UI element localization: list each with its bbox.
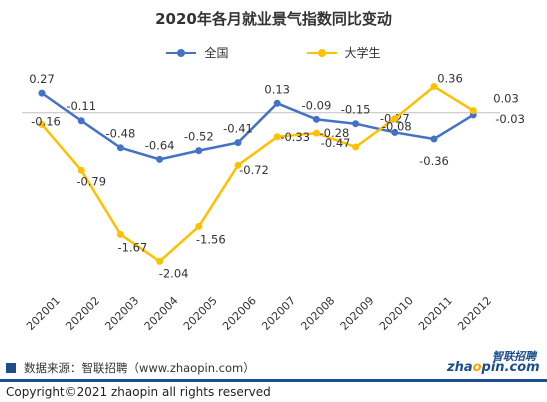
legend-label-national: 全国 [204,46,229,60]
zhaopin-logo: 智联招聘 zhaopin.com [445,350,540,376]
data-point-graduates [77,166,85,174]
x-tick-label: 202001 [24,294,63,333]
chart-legend: 全国 大学生 [0,44,547,61]
data-point-graduates [116,230,124,238]
series-line-national [41,92,474,161]
series-line-graduates [41,85,474,263]
data-point-national [234,139,242,147]
data-point-national [391,128,399,136]
data-point-graduates [391,115,399,123]
x-tick-label: 202010 [377,294,416,333]
data-label-graduates: 0.36 [437,72,463,86]
data-point-graduates [38,120,46,128]
chart-title: 2020年各月就业景气指数同比变动 [155,10,392,28]
source-text: 数据来源：智联招聘（www.zhaopin.com） [24,361,255,375]
data-label-graduates: -0.28 [320,126,350,140]
x-tick-label: 202005 [181,294,220,333]
data-label-graduates: -0.79 [76,174,106,188]
data-label-national: -0.48 [106,127,136,141]
data-point-national [156,155,164,163]
data-label-graduates: -0.08 [382,120,412,134]
data-point-national [116,144,124,152]
data-label-national: -0.11 [66,99,96,113]
data-label-national: -0.64 [145,138,175,152]
data-source: 数据来源：智联招聘（www.zhaopin.com） [6,360,255,376]
data-label-graduates: -1.56 [196,232,226,246]
data-label-graduates: -1.67 [118,240,148,254]
source-marker-icon [6,363,16,373]
data-point-graduates [156,257,164,265]
data-label-graduates: -0.33 [280,130,310,144]
x-tick-label: 202008 [298,294,337,333]
legend-label-graduates: 大学生 [344,46,381,60]
copyright-text: Copyright©2021 zhaopin all rights reserv… [6,385,271,399]
data-point-graduates [273,133,281,141]
data-label-graduates: 0.03 [493,92,519,106]
data-point-national [38,89,46,97]
data-label-graduates: -0.72 [239,163,269,177]
data-point-graduates [234,161,242,169]
logo-en-text: zhaopin.com [447,360,540,375]
data-label-national: -0.52 [184,130,214,144]
legend-swatch-national [166,47,197,59]
data-point-national [77,117,85,125]
logo-cn-text: 智联招聘 [492,350,536,363]
legend-swatch-graduates [306,47,337,59]
data-point-national [273,99,281,107]
data-label-national: -0.09 [302,98,332,112]
x-tick-label: 202007 [259,294,298,333]
x-tick-label: 202002 [63,294,102,333]
data-point-graduates [352,143,360,151]
data-point-graduates [430,83,438,91]
data-point-graduates [195,222,203,230]
data-label-national: -0.15 [341,103,371,117]
legend-item-graduates: 大学生 [306,44,381,61]
x-tick-label: 202003 [102,294,141,333]
data-point-national [352,120,360,128]
data-point-graduates [312,129,320,137]
data-label-national: 0.13 [264,82,290,96]
legend-item-national: 全国 [166,44,229,61]
data-label-graduates: -0.47 [321,136,351,150]
data-label-national: -0.41 [223,122,253,136]
data-label-national: -0.03 [495,112,525,126]
x-tick-label: 202006 [220,294,259,333]
data-label-national: -0.36 [419,154,449,168]
data-label-graduates: -0.16 [31,114,61,128]
data-label-national: 0.27 [29,72,55,86]
x-tick-label: 202009 [338,294,377,333]
data-label-graduates: -2.04 [159,266,189,280]
x-tick-label: 202012 [455,294,494,333]
data-point-graduates [469,107,477,115]
data-point-national [195,147,203,155]
x-tick-label: 202011 [416,294,455,333]
data-point-national [430,135,438,143]
footer-divider [0,379,547,382]
data-point-national [312,115,320,123]
x-tick-label: 202004 [142,294,181,333]
